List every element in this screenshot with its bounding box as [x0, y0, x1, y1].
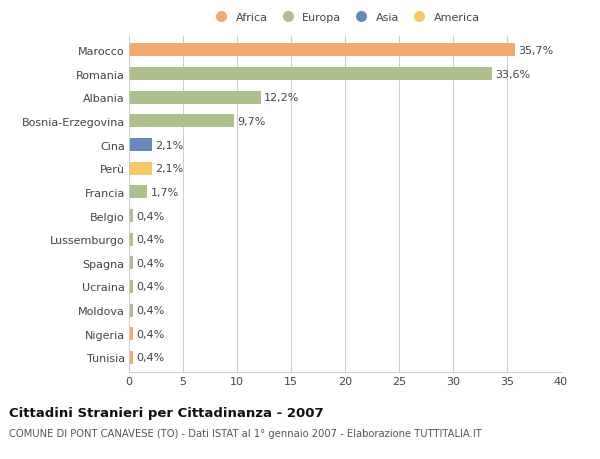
- Text: 0,4%: 0,4%: [137, 329, 165, 339]
- Text: 0,4%: 0,4%: [137, 258, 165, 268]
- Text: 33,6%: 33,6%: [495, 69, 530, 79]
- Text: 0,4%: 0,4%: [137, 353, 165, 363]
- Text: 2,1%: 2,1%: [155, 164, 183, 174]
- Bar: [129, 139, 152, 152]
- Text: 0,4%: 0,4%: [137, 282, 165, 292]
- Text: 12,2%: 12,2%: [264, 93, 299, 103]
- Bar: [129, 162, 152, 175]
- Text: Cittadini Stranieri per Cittadinanza - 2007: Cittadini Stranieri per Cittadinanza - 2…: [9, 406, 323, 419]
- Text: 0,4%: 0,4%: [137, 211, 165, 221]
- Bar: [129, 210, 133, 223]
- Bar: [129, 68, 492, 81]
- Text: 2,1%: 2,1%: [155, 140, 183, 150]
- Legend: Africa, Europa, Asia, America: Africa, Europa, Asia, America: [206, 9, 484, 28]
- Text: 0,4%: 0,4%: [137, 235, 165, 245]
- Bar: [129, 45, 515, 57]
- Bar: [129, 186, 148, 199]
- Bar: [129, 257, 133, 270]
- Text: COMUNE DI PONT CANAVESE (TO) - Dati ISTAT al 1° gennaio 2007 - Elaborazione TUTT: COMUNE DI PONT CANAVESE (TO) - Dati ISTA…: [9, 428, 482, 438]
- Bar: [129, 92, 261, 105]
- Text: 35,7%: 35,7%: [518, 46, 553, 56]
- Bar: [129, 351, 133, 364]
- Bar: [129, 328, 133, 341]
- Bar: [129, 233, 133, 246]
- Bar: [129, 304, 133, 317]
- Bar: [129, 115, 234, 128]
- Text: 1,7%: 1,7%: [151, 187, 179, 197]
- Bar: [129, 280, 133, 293]
- Text: 9,7%: 9,7%: [237, 117, 265, 127]
- Text: 0,4%: 0,4%: [137, 305, 165, 315]
